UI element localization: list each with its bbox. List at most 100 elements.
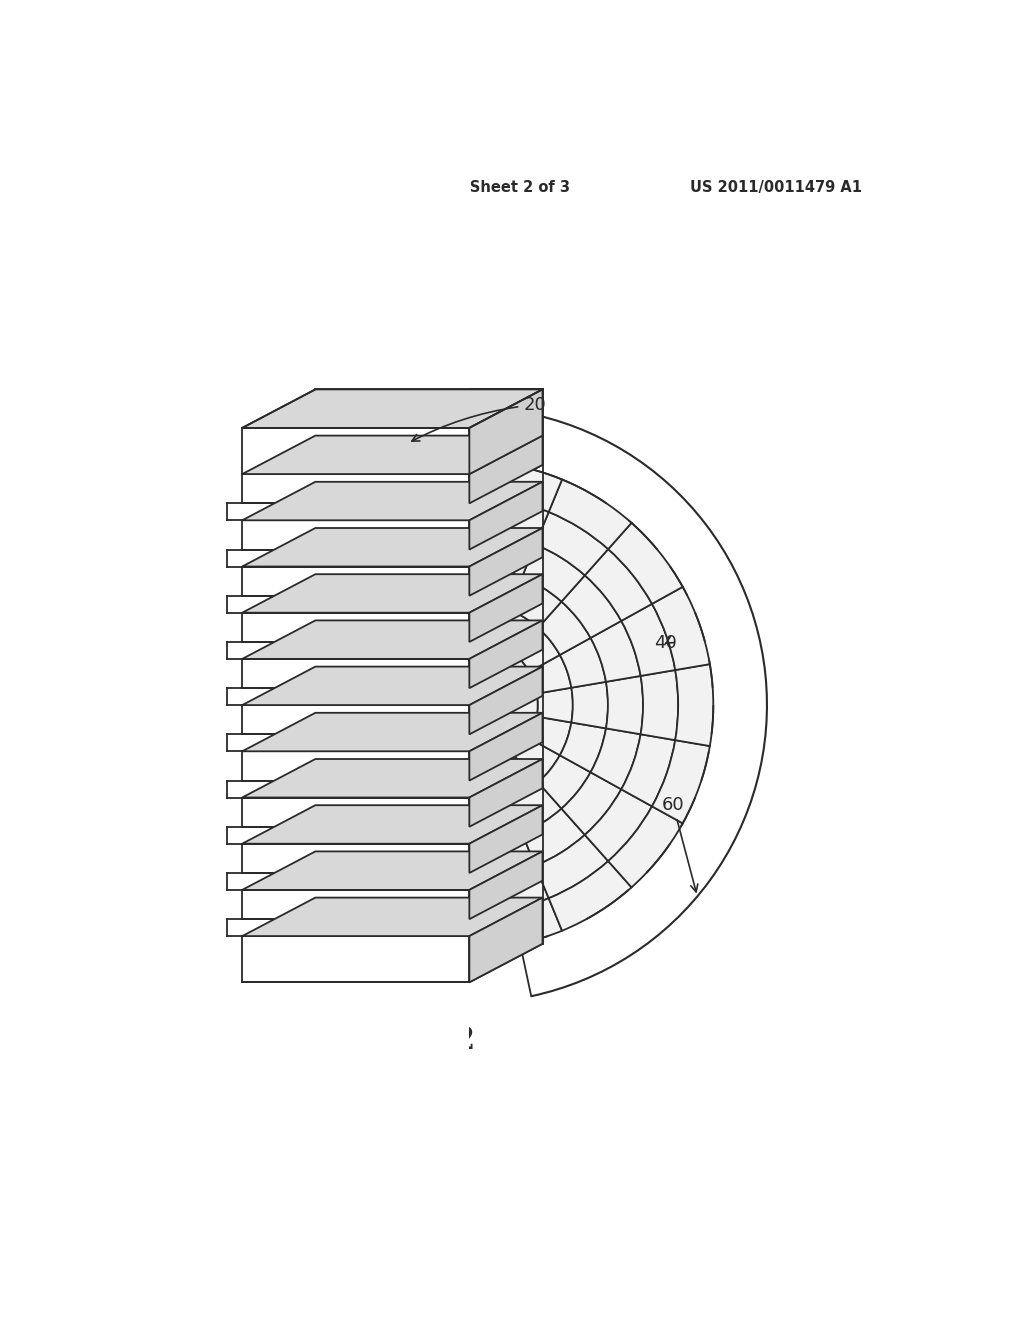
- Wedge shape: [560, 722, 606, 772]
- Polygon shape: [243, 549, 469, 566]
- Wedge shape: [537, 688, 572, 722]
- Wedge shape: [561, 772, 622, 834]
- Polygon shape: [243, 713, 543, 751]
- Wedge shape: [522, 809, 585, 866]
- Polygon shape: [243, 503, 469, 520]
- Polygon shape: [243, 805, 543, 843]
- Polygon shape: [243, 713, 543, 751]
- Polygon shape: [243, 919, 469, 936]
- Polygon shape: [243, 642, 469, 659]
- Polygon shape: [243, 612, 469, 642]
- Polygon shape: [243, 898, 543, 936]
- Polygon shape: [469, 667, 543, 734]
- Polygon shape: [243, 389, 543, 428]
- Polygon shape: [243, 620, 543, 659]
- Text: 60: 60: [662, 796, 697, 892]
- Polygon shape: [469, 851, 543, 919]
- Polygon shape: [226, 734, 243, 751]
- Text: Jan. 20, 2011  Sheet 2 of 3: Jan. 20, 2011 Sheet 2 of 3: [352, 180, 571, 195]
- Polygon shape: [469, 482, 543, 549]
- Polygon shape: [226, 503, 243, 520]
- Polygon shape: [243, 482, 543, 520]
- Polygon shape: [469, 574, 543, 642]
- Polygon shape: [243, 851, 543, 890]
- Wedge shape: [515, 738, 560, 783]
- Polygon shape: [131, 158, 469, 1175]
- Polygon shape: [469, 620, 543, 688]
- Text: US 2011/0011479 A1: US 2011/0011479 A1: [690, 180, 862, 195]
- Wedge shape: [606, 676, 643, 734]
- Polygon shape: [243, 759, 543, 797]
- Text: Fig. 2: Fig. 2: [386, 1024, 475, 1056]
- Wedge shape: [539, 602, 591, 655]
- Wedge shape: [571, 682, 608, 729]
- Polygon shape: [226, 549, 243, 566]
- Polygon shape: [243, 520, 469, 549]
- Wedge shape: [473, 602, 509, 642]
- Wedge shape: [549, 861, 632, 931]
- Text: 40: 40: [654, 635, 677, 652]
- Polygon shape: [243, 528, 543, 566]
- Polygon shape: [243, 797, 469, 826]
- Text: Patent Application Publication: Patent Application Publication: [188, 180, 440, 195]
- Wedge shape: [549, 479, 632, 549]
- Polygon shape: [243, 843, 469, 873]
- Wedge shape: [529, 717, 571, 755]
- Wedge shape: [652, 741, 710, 824]
- Polygon shape: [243, 851, 543, 890]
- Wedge shape: [509, 577, 561, 628]
- Wedge shape: [475, 566, 522, 610]
- Wedge shape: [480, 462, 562, 512]
- Polygon shape: [243, 528, 543, 566]
- Polygon shape: [243, 436, 543, 474]
- Wedge shape: [529, 655, 571, 693]
- Wedge shape: [476, 532, 536, 577]
- Polygon shape: [226, 688, 243, 705]
- Polygon shape: [226, 780, 243, 797]
- Polygon shape: [469, 620, 543, 688]
- Polygon shape: [243, 566, 469, 595]
- Wedge shape: [480, 898, 562, 949]
- Polygon shape: [226, 919, 243, 936]
- Polygon shape: [469, 851, 543, 919]
- Wedge shape: [509, 783, 561, 833]
- Wedge shape: [515, 628, 560, 672]
- Polygon shape: [469, 528, 543, 595]
- Polygon shape: [243, 705, 469, 734]
- Polygon shape: [243, 751, 469, 780]
- Polygon shape: [469, 436, 543, 503]
- Wedge shape: [585, 549, 652, 620]
- Polygon shape: [243, 667, 543, 705]
- Polygon shape: [243, 759, 543, 797]
- Polygon shape: [243, 826, 469, 843]
- Wedge shape: [478, 496, 549, 544]
- Wedge shape: [585, 789, 652, 861]
- Circle shape: [401, 636, 538, 774]
- Wedge shape: [675, 664, 714, 746]
- Wedge shape: [608, 523, 683, 603]
- Wedge shape: [561, 576, 622, 638]
- Polygon shape: [243, 688, 469, 705]
- Wedge shape: [476, 833, 536, 879]
- Polygon shape: [469, 713, 543, 780]
- Polygon shape: [243, 389, 543, 428]
- Polygon shape: [243, 890, 469, 919]
- Polygon shape: [243, 805, 543, 843]
- Wedge shape: [652, 587, 710, 671]
- Wedge shape: [475, 801, 522, 843]
- Polygon shape: [243, 734, 469, 751]
- Wedge shape: [591, 729, 641, 789]
- Wedge shape: [591, 620, 641, 682]
- Polygon shape: [243, 474, 469, 503]
- Wedge shape: [536, 834, 608, 898]
- Polygon shape: [243, 574, 543, 612]
- Polygon shape: [469, 713, 543, 780]
- Polygon shape: [469, 436, 543, 503]
- Polygon shape: [469, 805, 543, 873]
- Polygon shape: [243, 898, 543, 936]
- Polygon shape: [469, 574, 543, 642]
- Wedge shape: [641, 671, 678, 741]
- Polygon shape: [243, 620, 543, 659]
- Polygon shape: [226, 642, 243, 659]
- Polygon shape: [243, 574, 543, 612]
